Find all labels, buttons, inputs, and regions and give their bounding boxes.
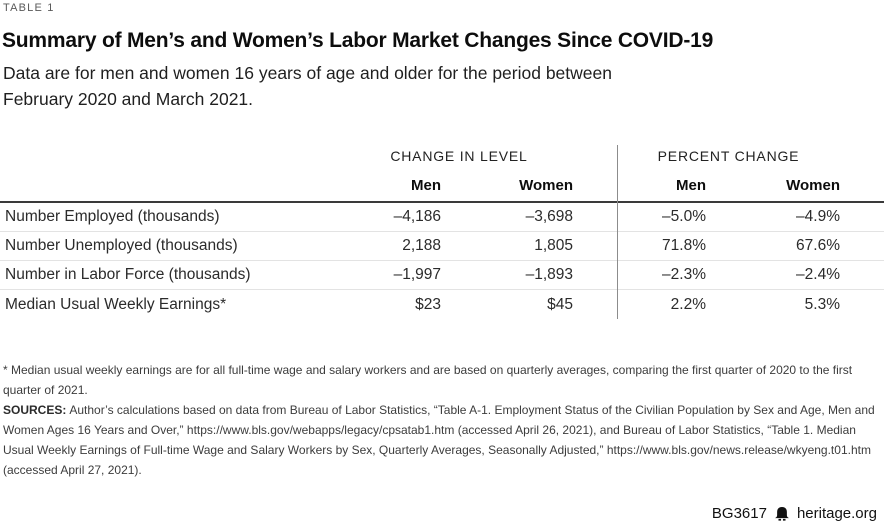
notes-block: * Median usual weekly earnings are for a…	[3, 360, 881, 480]
cell-men-level: –4,186	[393, 208, 441, 225]
table-row: Number Employed (thousands) –4,186 –3,69…	[0, 203, 884, 232]
sources-label: SOURCES:	[3, 403, 67, 417]
page-subtitle: Data are for men and women 16 years of a…	[3, 63, 612, 109]
cell-men-level: –1,997	[393, 266, 441, 283]
cell-women-level: $45	[547, 295, 573, 313]
cell-men-percent: 71.8%	[662, 237, 706, 254]
table-number-label: TABLE 1	[3, 2, 55, 14]
sources-text: Author’s calculations based on data from…	[3, 403, 875, 477]
document-id: BG3617	[711, 505, 767, 522]
table-row: Median Usual Weekly Earnings* $23 $45 2.…	[0, 290, 884, 319]
row-label: Number Unemployed (thousands)	[5, 237, 238, 254]
column-group-divider	[617, 145, 618, 319]
footer-attribution: BG3617 heritage.org	[712, 505, 877, 522]
data-table: CHANGE IN LEVEL PERCENT CHANGE Men Women…	[0, 143, 884, 319]
cell-men-level: 2,188	[402, 237, 441, 254]
column-header-men-level: Men	[411, 177, 441, 194]
column-header-women-percent: Women	[786, 177, 840, 194]
footnote-text: * Median usual weekly earnings are for a…	[3, 363, 853, 397]
cell-women-level: 1,805	[534, 237, 573, 254]
table-row: Number Unemployed (thousands) 2,188 1,80…	[0, 232, 884, 261]
cell-women-percent: 5.3%	[804, 295, 840, 313]
column-header-women-level: Women	[519, 177, 573, 194]
sources-paragraph: SOURCES: Author’s calculations based on d…	[3, 400, 881, 480]
cell-men-level: $23	[415, 295, 441, 313]
column-subheader-row: Men Women Men Women	[0, 169, 884, 203]
row-label: Number Employed (thousands)	[5, 208, 220, 225]
column-header-men-percent: Men	[676, 177, 706, 194]
site-name: heritage.org	[796, 505, 877, 522]
group-header-change-in-level: CHANGE IN LEVEL	[390, 148, 528, 164]
row-label: Median Usual Weekly Earnings*	[5, 295, 227, 313]
cell-men-percent: –5.0%	[662, 208, 706, 225]
cell-men-percent: 2.2%	[670, 295, 706, 313]
liberty-bell-icon	[774, 506, 790, 522]
cell-women-level: –3,698	[525, 208, 573, 225]
cell-women-percent: 67.6%	[796, 237, 840, 254]
column-group-header-row: CHANGE IN LEVEL PERCENT CHANGE	[0, 143, 884, 169]
cell-men-percent: –2.3%	[662, 266, 706, 283]
cell-women-percent: –2.4%	[796, 266, 840, 283]
cell-women-percent: –4.9%	[796, 208, 840, 225]
cell-women-level: –1,893	[525, 266, 573, 283]
table-row: Number in Labor Force (thousands) –1,997…	[0, 261, 884, 290]
group-header-percent-change: PERCENT CHANGE	[657, 148, 800, 164]
page-title: Summary of Men’s and Women’s Labor Marke…	[2, 29, 714, 52]
row-label: Number in Labor Force (thousands)	[5, 266, 251, 283]
